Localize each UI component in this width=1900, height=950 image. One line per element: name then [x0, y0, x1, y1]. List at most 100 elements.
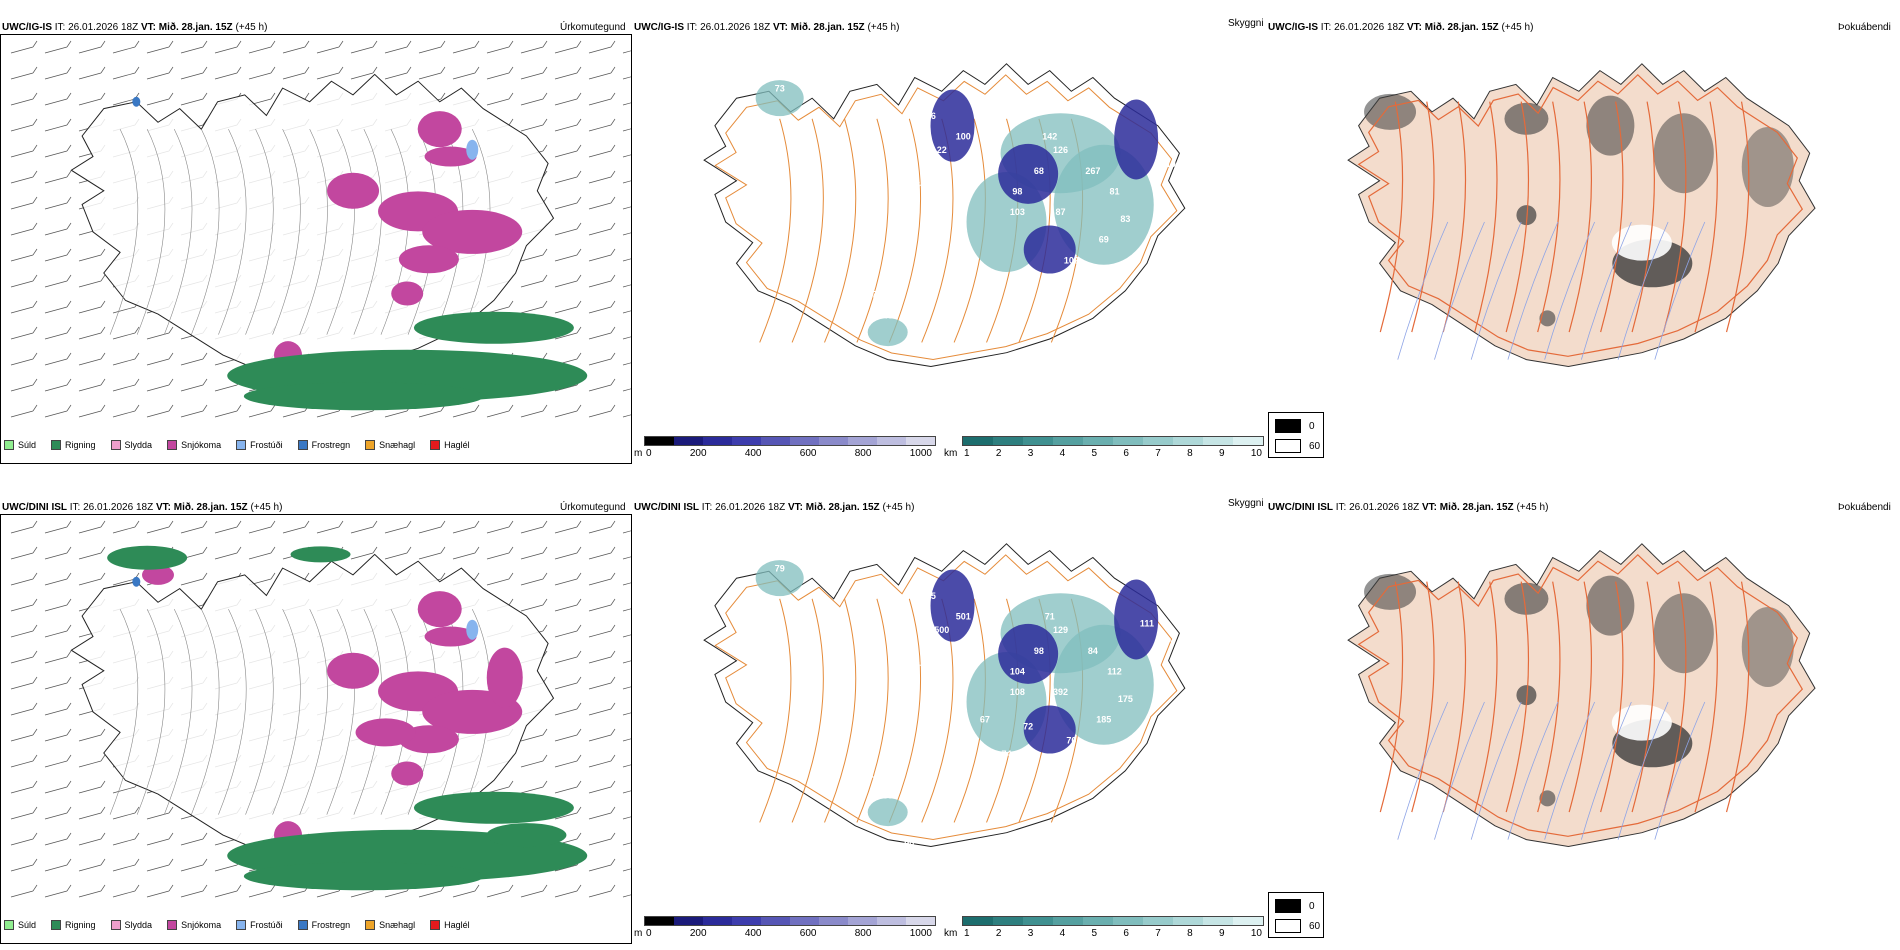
- wind-barb: [112, 72, 136, 80]
- colorbar-tick-label: 1: [964, 928, 970, 939]
- wind-barb-flag: [270, 884, 276, 892]
- wind-barb: [78, 552, 102, 560]
- colorbar-tick-label: 200: [689, 928, 707, 939]
- wind-barb-flag: [576, 520, 582, 528]
- freezing-rain-area: [132, 96, 141, 107]
- visibility-field: [867, 798, 908, 827]
- vt-label: VT:: [155, 502, 171, 513]
- visibility-label: 71: [872, 290, 882, 300]
- wind-barb: [622, 556, 631, 560]
- top-fog-title: UWC/IG-IS IT: 26.01.2026 18Z VT: Mið. 28…: [1268, 22, 1533, 33]
- wind-barb-flag: [66, 754, 72, 762]
- road-line: [218, 129, 247, 335]
- wind-barb: [452, 410, 476, 418]
- wind-barb: [248, 526, 272, 534]
- wind-barb-flag: [576, 598, 582, 606]
- wind-barb: [44, 202, 68, 210]
- colorbar-tick-label: 600: [799, 928, 817, 939]
- fog-legend-white-swatch: [1275, 439, 1301, 453]
- wind-barb: [418, 890, 442, 898]
- colorbar-tick-label: 400: [744, 448, 762, 459]
- wind-barb-flag: [32, 546, 38, 554]
- wind-barb: [112, 578, 136, 586]
- wind-barb: [78, 410, 102, 418]
- road-line: [1568, 101, 1593, 333]
- wind-barb-flag: [610, 598, 616, 606]
- road-line: [218, 609, 247, 815]
- wind-barb: [10, 72, 34, 80]
- snow-area: [417, 111, 462, 148]
- wind-barb-flag: [66, 884, 72, 892]
- snow-area: [391, 761, 424, 786]
- wind-barb-flag: [32, 520, 38, 528]
- wind-barb-flag: [576, 728, 582, 736]
- it-label: IT:: [701, 502, 713, 513]
- colorbar-step: [819, 437, 848, 445]
- wind-barb-flag: [202, 352, 208, 360]
- wind-barb: [180, 890, 204, 898]
- visibility-label: 65: [1120, 570, 1130, 580]
- wind-barb-flag: [576, 884, 582, 892]
- wind-barb-flag: [270, 40, 276, 48]
- wind-barb: [10, 306, 34, 314]
- wind-barb: [622, 336, 631, 340]
- wind-barb: [180, 410, 204, 418]
- elevation-field: [1023, 225, 1076, 274]
- fog-index-area: [1586, 95, 1635, 156]
- colorbar-tick-label: 6: [1123, 448, 1129, 459]
- legend-swatch: [365, 920, 376, 930]
- visibility-label: 788: [967, 173, 982, 183]
- wind-barb: [180, 578, 204, 586]
- legend-label: Slydda: [124, 920, 153, 930]
- wind-barb: [520, 280, 544, 288]
- wind-barb: [10, 812, 34, 820]
- wind-barb: [316, 890, 340, 898]
- wind-barb: [622, 608, 631, 612]
- wind-barb: [214, 890, 238, 898]
- wind-barb-flag: [66, 858, 72, 866]
- road-line: [759, 118, 792, 343]
- wind-barb-flag: [610, 806, 616, 814]
- bottom-visibility-ticks: 1 2 3 4 5 6 7 8 9 10: [964, 928, 1262, 939]
- wind-barb: [316, 72, 340, 80]
- rivers: [1397, 221, 1706, 360]
- wind-barb: [44, 150, 68, 158]
- colorbar-step: [1053, 917, 1083, 925]
- wind-barb: [146, 864, 170, 872]
- visibility-label: 79: [991, 611, 1001, 621]
- visibility-label: 29: [1077, 749, 1087, 759]
- road-line: [1474, 581, 1498, 813]
- wind-barb: [44, 734, 68, 742]
- wind-barb: [10, 656, 34, 664]
- visibility-label: 95: [1120, 90, 1130, 100]
- colorbar-step: [993, 917, 1023, 925]
- wind-barb-flag: [440, 92, 446, 100]
- wind-barb: [622, 50, 631, 54]
- visibility-label: 69: [1099, 235, 1109, 245]
- wind-barb: [622, 180, 631, 184]
- wind-barb-flag: [66, 300, 72, 308]
- top-visibility-ticks: 1 2 3 4 5 6 7 8 9 10: [964, 448, 1262, 459]
- wind-barb: [282, 890, 306, 898]
- wind-barb-flag: [610, 170, 616, 178]
- colorbar-tick-label: 4: [1059, 448, 1066, 459]
- wind-barb-flag: [66, 676, 72, 684]
- wind-barb-flag: [576, 118, 582, 126]
- wind-barb-flag: [542, 520, 548, 528]
- wind-barb-flag: [100, 300, 106, 308]
- wind-barb-flag: [610, 274, 616, 282]
- wind-barb: [10, 760, 34, 768]
- wind-barb-flag: [610, 650, 616, 658]
- iceland-land: [1347, 63, 1816, 368]
- visibility-field: [867, 318, 908, 347]
- wind-barb: [384, 72, 408, 80]
- colorbar-step: [674, 437, 703, 445]
- road-line: [1505, 101, 1530, 333]
- wind-barb-flag: [32, 92, 38, 100]
- legend-item: Slydda: [110, 920, 153, 930]
- elevation-field: [998, 623, 1059, 684]
- wind-barb: [44, 526, 68, 534]
- wind-barb-flag: [100, 378, 106, 386]
- wind-barb-flag: [66, 118, 72, 126]
- fog-index-area: [1364, 573, 1417, 610]
